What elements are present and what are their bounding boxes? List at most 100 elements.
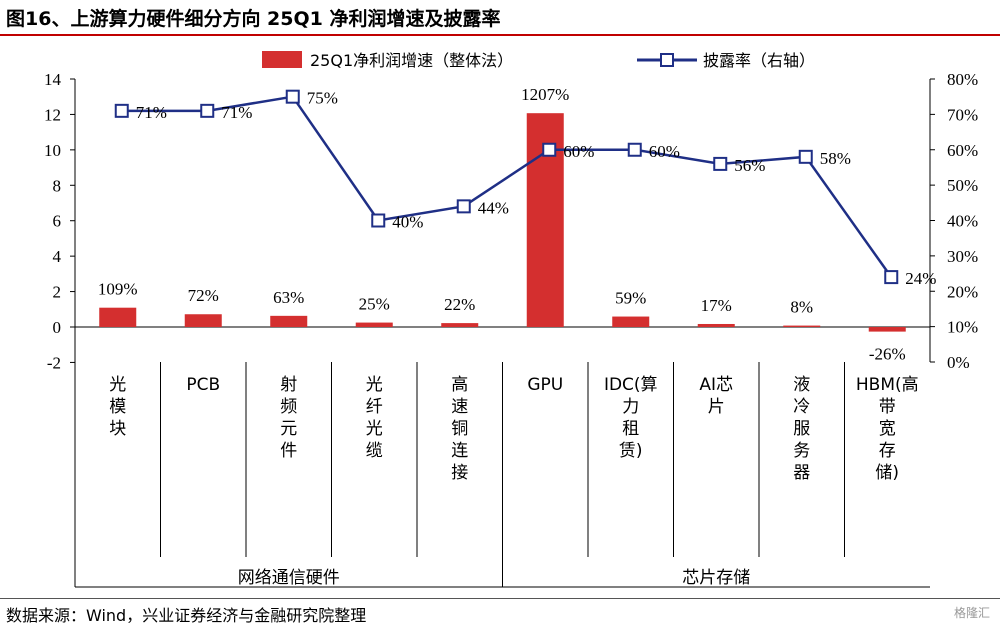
category-groups: 网络通信硬件 芯片存储 bbox=[238, 568, 751, 588]
bar bbox=[184, 314, 222, 327]
legend-line-label: 披露率（右轴） bbox=[703, 51, 815, 70]
category-label-line: 接 bbox=[451, 463, 468, 483]
category-label-line: 件 bbox=[280, 441, 297, 461]
line-value-label: 44% bbox=[478, 198, 509, 217]
category-label-line: 宽 bbox=[879, 419, 896, 439]
category-label-line: 铜 bbox=[451, 419, 468, 439]
bar-labels: 109% 72% 63% 25% 22% 1207% 59% 17% 8% -26% bbox=[98, 85, 906, 363]
right-tick-label: 60% bbox=[947, 141, 978, 160]
line-point bbox=[884, 270, 899, 285]
source-note: 数据来源：Wind，兴业证券经济与金融研究院整理 bbox=[6, 606, 367, 625]
bar bbox=[99, 307, 137, 327]
chart: 25Q1净利润增速（整体法） 披露率（右轴） -2 0 2 4 6 8 10 12 14 0% 1… bbox=[44, 51, 978, 588]
category-label-line: 冷 bbox=[793, 397, 810, 417]
bar-value-label: 109% bbox=[98, 280, 138, 299]
bar-value-label: 8% bbox=[790, 298, 813, 317]
line-value-label: 56% bbox=[734, 156, 765, 175]
group-label: 芯片存储 bbox=[682, 568, 750, 588]
bar-value-label: 25% bbox=[359, 295, 390, 314]
bar-value-label: 59% bbox=[615, 289, 646, 308]
left-tick-label: 6 bbox=[53, 212, 62, 231]
right-tick-label: 50% bbox=[947, 176, 978, 195]
bar-value-label: 1207% bbox=[521, 85, 569, 104]
line-value-label: 40% bbox=[392, 213, 423, 232]
category-label-line: IDC(算 bbox=[604, 375, 658, 395]
category-label: 光纤光缆 bbox=[366, 375, 383, 461]
bar-value-label: 17% bbox=[701, 296, 732, 315]
left-tick-label: 4 bbox=[53, 247, 62, 266]
line-value-label: 71% bbox=[136, 103, 167, 122]
category-label-line: 储) bbox=[875, 463, 899, 483]
bar-value-label: 72% bbox=[188, 286, 219, 305]
right-tick-label: 30% bbox=[947, 247, 978, 266]
legend-bar-label: 25Q1净利润增速（整体法） bbox=[310, 51, 513, 70]
bar-value-label: 22% bbox=[444, 295, 475, 314]
category-label-line: 光 bbox=[366, 375, 383, 395]
category-label-line: 力 bbox=[622, 397, 639, 417]
bar-value-label: 63% bbox=[273, 288, 304, 307]
category-label-line: 液 bbox=[793, 375, 810, 395]
left-tick-label: 2 bbox=[53, 283, 62, 302]
bar bbox=[868, 327, 906, 332]
group-label: 网络通信硬件 bbox=[238, 568, 340, 588]
category-label-line: 片 bbox=[708, 397, 725, 417]
right-tick-label: 40% bbox=[947, 212, 978, 231]
line-value-label: 24% bbox=[905, 269, 936, 288]
category-label-line: 带 bbox=[879, 397, 896, 417]
left-tick-label: 0 bbox=[53, 318, 62, 337]
category-label-line: 缆 bbox=[366, 441, 383, 461]
line-point bbox=[542, 142, 557, 157]
category-label: 射频元件 bbox=[280, 375, 297, 461]
category-label-line: GPU bbox=[527, 375, 563, 395]
bar bbox=[355, 322, 393, 327]
category-label-line: 存 bbox=[879, 441, 896, 461]
category-label: PCB bbox=[186, 375, 220, 395]
left-tick-label: 8 bbox=[53, 176, 62, 195]
category-label-line: 器 bbox=[793, 463, 810, 483]
category-label: AI芯片 bbox=[699, 375, 733, 417]
category-label-line: PCB bbox=[186, 375, 220, 395]
left-tick-label: 12 bbox=[44, 105, 61, 124]
line-point bbox=[798, 149, 813, 164]
category-label-line: 纤 bbox=[366, 397, 383, 417]
category-label-line: 务 bbox=[793, 441, 810, 461]
line-point bbox=[713, 156, 728, 171]
category-label-line: HBM(高 bbox=[856, 375, 919, 395]
category-label: 光模块 bbox=[109, 375, 126, 439]
category-label-line: 速 bbox=[451, 397, 468, 417]
line-point bbox=[456, 199, 471, 214]
left-tick-label: 10 bbox=[44, 141, 61, 160]
category-label-line: 元 bbox=[280, 419, 297, 439]
bar-series bbox=[99, 113, 906, 332]
line-value-label: 75% bbox=[307, 89, 338, 108]
line-point bbox=[114, 103, 129, 118]
figure-title: 图16、上游算力硬件细分方向 25Q1 净利润增速及披露率 bbox=[6, 8, 501, 30]
category-label: IDC(算力租赁) bbox=[604, 375, 658, 461]
line-path bbox=[121, 95, 893, 278]
right-tick-label: 10% bbox=[947, 318, 978, 337]
category-label-line: 光 bbox=[366, 419, 383, 439]
category-label-line: 赁) bbox=[619, 441, 643, 461]
category-label: 高速铜连接 bbox=[451, 375, 468, 483]
line-value-label: 60% bbox=[649, 142, 680, 161]
legend-line-marker bbox=[660, 53, 674, 67]
right-axis: 0% 10% 20% 30% 40% 50% 60% 70% 80% bbox=[930, 70, 978, 372]
category-label: GPU bbox=[527, 375, 563, 395]
watermark: 格隆汇 bbox=[953, 606, 990, 620]
line-series: 71% 71% 75% 40% 44% 60% 60% 56% 58% 24% bbox=[114, 89, 936, 288]
category-label: HBM(高带宽存储) bbox=[856, 375, 919, 483]
bar bbox=[783, 325, 821, 327]
category-label-line: 连 bbox=[451, 441, 468, 461]
bar bbox=[612, 316, 650, 327]
category-label-line: 射 bbox=[280, 375, 297, 395]
right-tick-label: 0% bbox=[947, 353, 970, 372]
right-tick-label: 80% bbox=[947, 70, 978, 89]
line-point bbox=[371, 213, 386, 228]
line-point bbox=[200, 103, 215, 118]
line-value-label: 58% bbox=[820, 149, 851, 168]
line-point bbox=[285, 89, 300, 104]
right-tick-label: 70% bbox=[947, 105, 978, 124]
right-tick-label: 20% bbox=[947, 282, 978, 301]
legend-bar-swatch bbox=[262, 51, 302, 68]
